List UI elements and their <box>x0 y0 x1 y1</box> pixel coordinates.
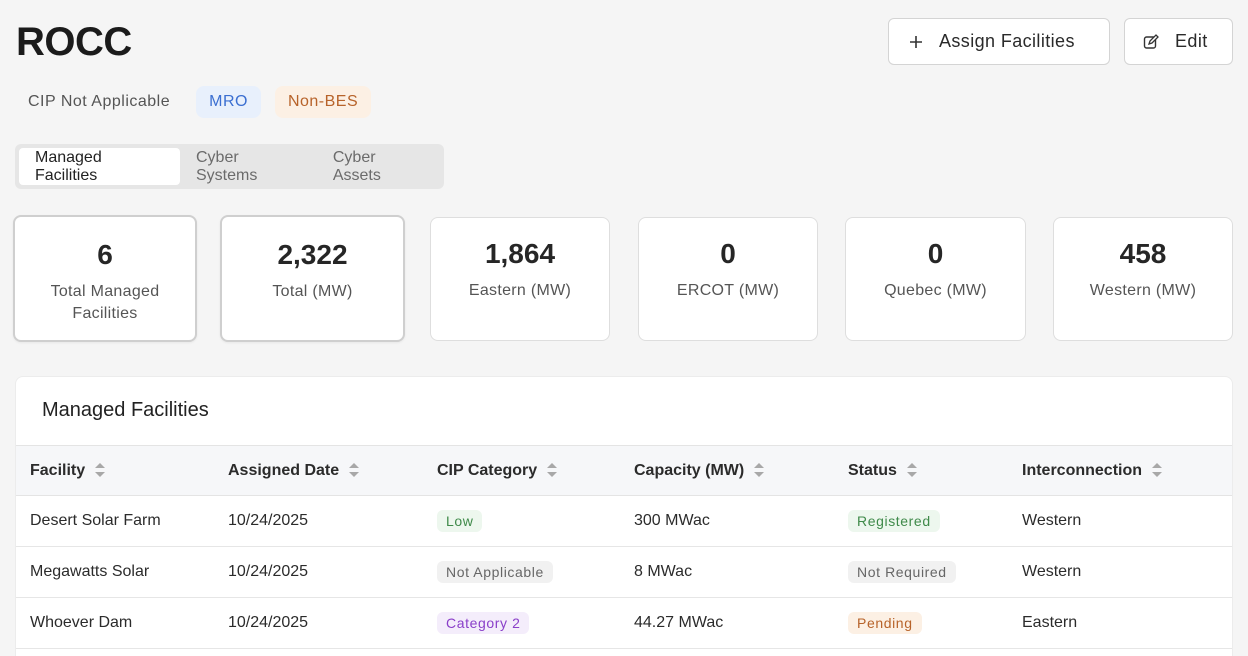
stat-label: Western (MW) <box>1089 282 1197 299</box>
stat-value: 458 <box>1119 238 1167 269</box>
header-actions: Assign Facilities Edit <box>888 18 1233 65</box>
assigned-date: 10/24/2025 <box>228 563 309 580</box>
edit-button[interactable]: Edit <box>1124 18 1233 65</box>
stat-card-western[interactable]: 458 Western (MW) <box>1053 217 1233 341</box>
stat-card-total-mw[interactable]: 2,322 Total (MW) <box>220 215 405 342</box>
sort-icon[interactable] <box>95 463 106 478</box>
capacity: 8 MWac <box>634 563 693 580</box>
assign-facilities-label: Assign Facilities <box>939 31 1075 51</box>
stat-card-total-facilities[interactable]: 6 Total Managed Facilities <box>13 215 197 342</box>
facility-name: Megawatts Solar <box>30 563 150 580</box>
stat-value: 6 <box>97 239 113 270</box>
assign-facilities-button[interactable]: Assign Facilities <box>888 18 1110 65</box>
status-badge: Registered <box>848 510 940 532</box>
stat-card-quebec[interactable]: 0 Quebec (MW) <box>845 217 1026 341</box>
interconnection: Eastern <box>1022 614 1078 631</box>
stat-label: ERCOT (MW) <box>676 282 780 299</box>
stat-label: Quebec (MW) <box>884 282 987 299</box>
cip-category-badge: Category 2 <box>437 612 530 634</box>
plus-icon <box>909 35 923 49</box>
stat-value: 1,864 <box>484 238 556 269</box>
sort-icon[interactable] <box>1152 463 1163 478</box>
stat-label: Total (MW) <box>272 283 353 300</box>
facilities-table: Facility Assigned Date CIP Category Capa… <box>16 445 1232 649</box>
facility-name: Whoever Dam <box>30 614 133 631</box>
assigned-date: 10/24/2025 <box>228 614 309 631</box>
column-header-capacity[interactable]: Capacity (MW) <box>620 446 834 496</box>
capacity: 300 MWac <box>634 512 710 529</box>
sort-icon[interactable] <box>547 463 558 478</box>
table-row[interactable]: Whoever Dam 10/24/2025 Category 2 44.27 … <box>16 598 1232 649</box>
stat-card-eastern[interactable]: 1,864 Eastern (MW) <box>430 217 610 341</box>
bes-badge: Non-BES <box>274 86 372 118</box>
facility-tags: CIP Not Applicable MRO Non-BES <box>16 86 372 118</box>
interconnection: Western <box>1022 512 1082 529</box>
column-header-assigned-date[interactable]: Assigned Date <box>214 446 423 496</box>
edit-label: Edit <box>1175 31 1208 51</box>
tab-bar: Managed Facilities Cyber Systems Cyber A… <box>15 144 444 189</box>
region-badge: MRO <box>196 86 261 118</box>
stat-card-ercot[interactable]: 0 ERCOT (MW) <box>638 217 818 341</box>
sort-icon[interactable] <box>349 463 360 478</box>
interconnection: Western <box>1022 563 1082 580</box>
cip-badge: CIP Not Applicable <box>28 93 171 110</box>
tab-cyber-systems[interactable]: Cyber Systems <box>195 148 258 184</box>
facility-name: Desert Solar Farm <box>30 512 161 529</box>
managed-facilities-panel: Managed Facilities Facility Assigned Dat… <box>15 376 1233 656</box>
stat-value: 0 <box>927 238 944 269</box>
stat-value: 0 <box>720 238 736 269</box>
stat-value: 2,322 <box>277 239 348 270</box>
stat-label: Total Managed Facilities <box>50 283 160 322</box>
column-header-facility[interactable]: Facility <box>16 446 214 496</box>
panel-title: Managed Facilities <box>42 399 209 421</box>
table-header-row: Facility Assigned Date CIP Category Capa… <box>16 445 1232 496</box>
column-header-interconnection[interactable]: Interconnection <box>1008 446 1232 496</box>
table-row[interactable]: Desert Solar Farm 10/24/2025 Low 300 MWa… <box>16 496 1232 547</box>
sort-icon[interactable] <box>754 463 765 478</box>
table-row[interactable]: Megawatts Solar 10/24/2025 Not Applicabl… <box>16 547 1232 598</box>
tab-cyber-assets[interactable]: Cyber Assets <box>332 148 381 184</box>
tab-managed-facilities[interactable]: Managed Facilities <box>19 148 180 185</box>
stat-label: Eastern (MW) <box>468 282 572 299</box>
cip-category-badge: Low <box>437 510 483 532</box>
cip-category-badge: Not Applicable <box>437 561 553 583</box>
page-title: ROCC <box>16 20 132 64</box>
sort-icon[interactable] <box>906 463 917 478</box>
status-badge: Not Required <box>848 561 956 583</box>
edit-icon <box>1143 33 1159 50</box>
column-header-cip-category[interactable]: CIP Category <box>423 446 620 496</box>
status-badge: Pending <box>848 612 922 634</box>
capacity: 44.27 MWac <box>634 614 724 631</box>
assigned-date: 10/24/2025 <box>228 512 309 529</box>
column-header-status[interactable]: Status <box>834 446 1008 496</box>
